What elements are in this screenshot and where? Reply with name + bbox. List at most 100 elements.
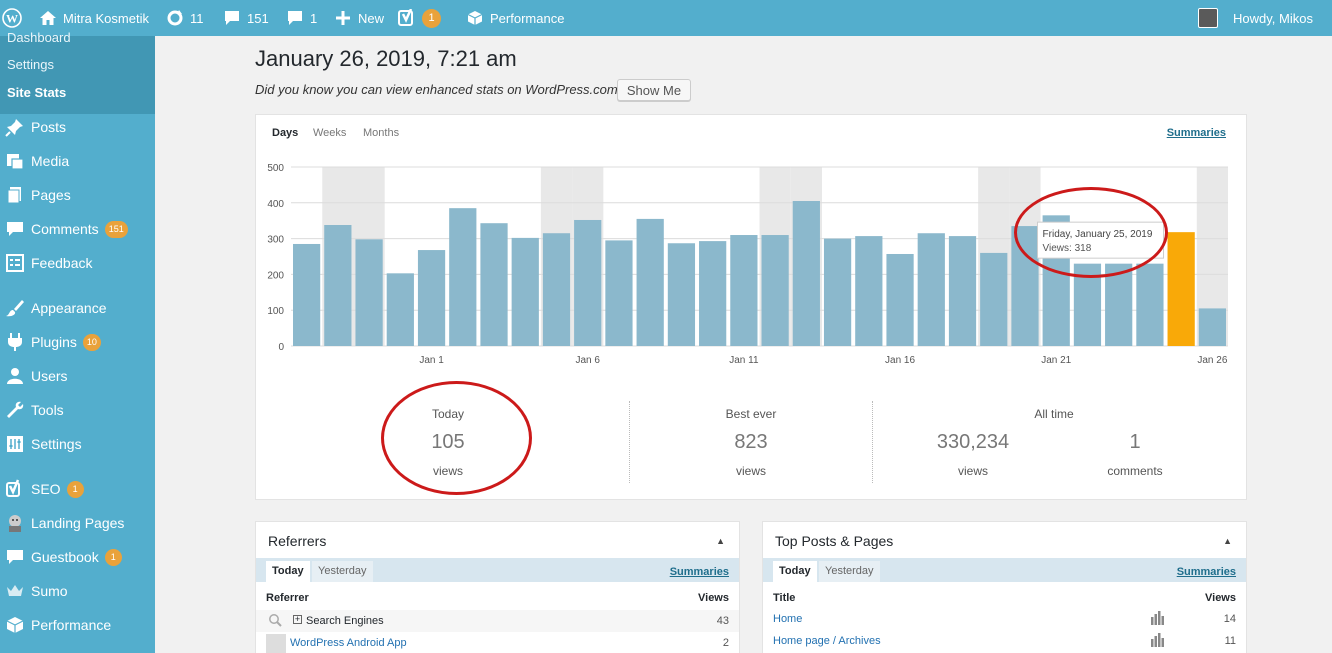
tab-yesterday[interactable]: Yesterday (819, 561, 880, 582)
bar[interactable] (917, 233, 945, 346)
bar[interactable] (886, 253, 914, 346)
sidebar-item-label: Users (31, 368, 68, 384)
bar[interactable] (636, 218, 664, 346)
annotation-ellipse (1014, 187, 1168, 278)
comment-bubble-icon (222, 8, 242, 28)
comments-link[interactable]: 151 (222, 0, 269, 36)
bar-chart-icon[interactable] (1151, 633, 1165, 650)
sidebar-item-plugins[interactable]: Plugins 10 (0, 327, 155, 357)
bar[interactable] (948, 236, 977, 346)
stats-divider (872, 401, 873, 483)
brush-icon (5, 298, 25, 318)
sidebar-item-feedback[interactable]: Feedback (0, 248, 155, 278)
sidebar-item-pages[interactable]: Pages (0, 180, 155, 210)
tab-days[interactable]: Days (272, 127, 299, 139)
wordpress-logo-icon[interactable]: W (2, 0, 22, 36)
wrench-icon (5, 400, 25, 420)
site-name-link[interactable]: Mitra Kosmetik (38, 0, 149, 36)
bar[interactable] (699, 241, 727, 346)
bar[interactable] (855, 236, 883, 346)
sidebar-item-posts[interactable]: Posts (0, 112, 155, 142)
post-title[interactable]: Home page / Archives (773, 635, 881, 647)
bar[interactable] (417, 250, 446, 346)
sidebar-item-label: Posts (31, 119, 67, 135)
bar[interactable] (542, 233, 571, 346)
stats-divider (629, 401, 630, 483)
bar[interactable] (605, 240, 633, 346)
table-row[interactable]: Home page / Archives 11 (763, 630, 1246, 652)
sidebar-item-appearance[interactable]: Appearance (0, 293, 155, 323)
referrers-title: Referrers (268, 533, 327, 549)
updates-count: 11 (190, 10, 204, 26)
bar[interactable] (511, 237, 539, 346)
avatar (1198, 8, 1218, 28)
tab-yesterday[interactable]: Yesterday (312, 561, 373, 582)
submenu-site-stats[interactable]: Site Stats (7, 85, 67, 100)
sidebar-item-label: Appearance (31, 300, 107, 316)
bar[interactable] (792, 201, 820, 346)
sidebar-item-users[interactable]: Users (0, 361, 155, 391)
pending-comments-link[interactable]: 1 (285, 0, 317, 36)
post-views: 11 (1224, 635, 1236, 647)
submenu-settings[interactable]: Settings (7, 57, 54, 72)
collapse-arrow-icon[interactable]: ▲ (1223, 536, 1232, 546)
bar[interactable] (386, 273, 414, 346)
sidebar-item-settings[interactable]: Settings (0, 429, 155, 459)
sidebar-item-seo[interactable]: SEO 1 (0, 474, 155, 504)
guestbook-icon (5, 547, 25, 567)
summaries-link[interactable]: Summaries (1166, 127, 1226, 139)
bar[interactable] (667, 243, 696, 346)
top-posts-summaries-link[interactable]: Summaries (1176, 566, 1236, 578)
collapse-arrow-icon[interactable]: ▲ (716, 536, 725, 546)
updates-link[interactable]: 11 (165, 0, 204, 36)
yoast-icon (5, 479, 25, 499)
bar[interactable] (730, 235, 758, 346)
sidebar-item-media[interactable]: Media (0, 146, 155, 176)
show-me-button[interactable]: Show Me (617, 79, 691, 101)
sidebar-item-sumo[interactable]: Sumo (0, 576, 155, 606)
bar[interactable] (355, 239, 383, 346)
submenu-dashboard[interactable]: Dashboard (7, 30, 71, 45)
performance-link[interactable]: Performance (465, 0, 564, 36)
bar[interactable] (480, 223, 508, 346)
referrers-panel: Referrers ▲ Today Yesterday Summaries Re… (255, 521, 740, 653)
bar[interactable] (449, 208, 477, 346)
sidebar-item-landing-pages[interactable]: Landing Pages (0, 508, 155, 538)
referrer-name[interactable]: WordPress Android App (290, 637, 407, 649)
bar[interactable] (823, 238, 852, 346)
bar[interactable] (761, 235, 789, 346)
bar[interactable] (574, 219, 602, 346)
table-row[interactable]: + Search Engines 43 (256, 610, 739, 632)
bar[interactable] (1167, 232, 1195, 346)
y-tick-label: 500 (267, 163, 284, 174)
bar[interactable] (293, 243, 321, 346)
tab-today[interactable]: Today (266, 561, 310, 582)
bar[interactable] (1136, 263, 1164, 346)
bar[interactable] (324, 224, 352, 346)
tab-weeks[interactable]: Weeks (313, 127, 347, 139)
bar[interactable] (980, 252, 1008, 346)
bar[interactable] (1105, 263, 1133, 346)
tab-months[interactable]: Months (363, 127, 400, 139)
referrer-views: 43 (716, 615, 729, 627)
feedback-icon (5, 253, 25, 273)
table-row[interactable]: Home 14 (763, 608, 1246, 630)
sidebar-item-guestbook[interactable]: Guestbook 1 (0, 542, 155, 572)
enhanced-stats-notice: Did you know you can view enhanced stats… (255, 82, 625, 97)
account-link[interactable]: Howdy, Mikos (1198, 0, 1313, 36)
post-title[interactable]: Home (773, 613, 803, 625)
table-row[interactable]: WordPress Android App 2 (256, 632, 739, 653)
referrers-summaries-link[interactable]: Summaries (669, 566, 729, 578)
bar[interactable] (1198, 308, 1226, 346)
settings-icon (5, 434, 25, 454)
sidebar-item-comments[interactable]: Comments 151 (0, 214, 155, 244)
seo-link[interactable]: 1 (397, 0, 441, 36)
x-tick-label: Jan 1 (419, 355, 444, 366)
sidebar-item-performance[interactable]: Performance (0, 610, 155, 640)
new-content-link[interactable]: New (333, 0, 384, 36)
sidebar-item-tools[interactable]: Tools (0, 395, 155, 425)
stats-panel: Days Weeks Months Summaries 0 100 200 300 40… (255, 114, 1247, 500)
bar-chart-icon[interactable] (1151, 611, 1165, 628)
expand-icon[interactable]: + (293, 614, 302, 624)
tab-today[interactable]: Today (773, 561, 817, 582)
